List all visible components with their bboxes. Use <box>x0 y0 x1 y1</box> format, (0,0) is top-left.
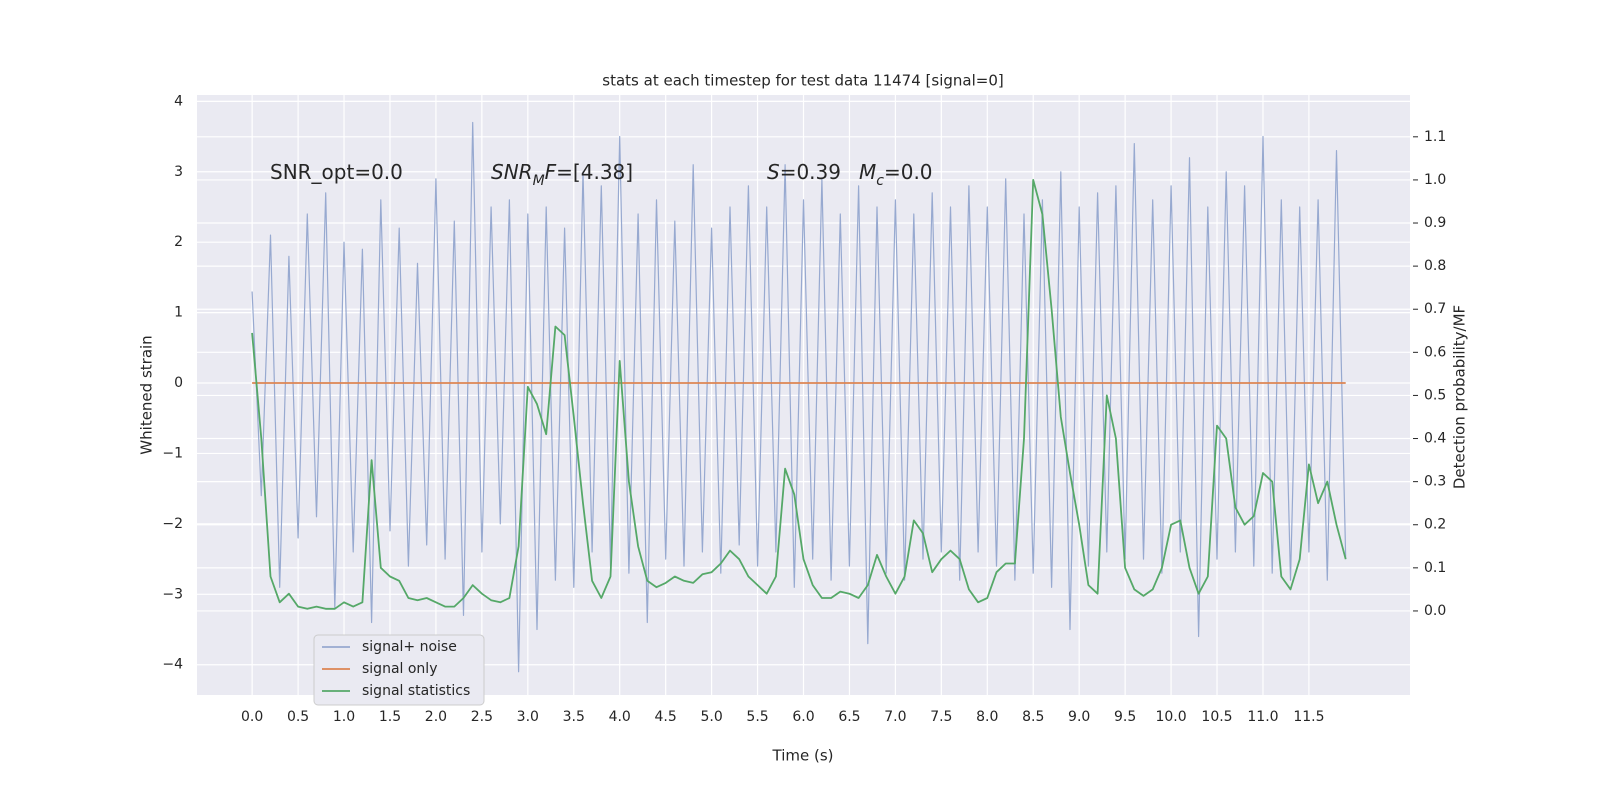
annotation-part: F <box>545 160 557 184</box>
annotation: SNR_opt=0.0 <box>270 160 403 184</box>
legend-label: signal+ noise <box>362 639 457 655</box>
annotation-part: M <box>859 160 876 184</box>
annotation-part: SNR_opt=0.0 <box>270 160 403 184</box>
y2-tick-label: 0.9 <box>1424 215 1446 231</box>
x-tick-label: 10.5 <box>1201 709 1232 725</box>
series-line <box>251 179 1347 610</box>
annotation: S=0.39 <box>767 160 841 184</box>
x-axis-label: Time (s) <box>772 747 834 765</box>
x-tick-label: 6.0 <box>792 709 814 725</box>
legend-box <box>313 634 485 706</box>
x-tick-label: 0.0 <box>241 709 263 725</box>
x-tick-label: 7.5 <box>930 709 952 725</box>
series-line <box>251 121 1347 673</box>
y-tick-label: 4 <box>174 93 183 109</box>
annotation: Mc=0.0 <box>859 160 933 190</box>
y2-tick-label: 0.7 <box>1424 301 1446 317</box>
x-tick-label: 5.0 <box>700 709 722 725</box>
y2-tick-label: 0.5 <box>1424 387 1446 403</box>
annotation: SNRMF=[4.38] <box>491 160 633 190</box>
x-tick-label: 7.0 <box>884 709 906 725</box>
annotation-part: M <box>533 173 545 189</box>
x-tick-label: 11.0 <box>1247 709 1278 725</box>
legend-label: signal only <box>362 661 437 677</box>
annotation-part: =0.39 <box>780 160 841 184</box>
y-tick-label: 0 <box>174 375 183 391</box>
chart-title: stats at each timestep for test data 114… <box>602 72 1003 90</box>
y-tick-label: 1 <box>174 305 183 321</box>
x-tick-label: 2.5 <box>471 709 493 725</box>
y-tick-label: −3 <box>162 586 183 602</box>
annotation-part: =[4.38] <box>556 160 633 184</box>
x-tick-label: 11.5 <box>1293 709 1324 725</box>
y2-tick-label: 0.1 <box>1424 560 1446 576</box>
x-tick-label: 10.0 <box>1155 709 1186 725</box>
x-tick-label: 1.0 <box>333 709 355 725</box>
y2-axis-label: Detection probability/MF <box>1451 305 1469 489</box>
x-tick-label: 5.5 <box>746 709 768 725</box>
y-tick-label: −2 <box>162 516 183 532</box>
legend-label: signal statistics <box>362 683 470 699</box>
y-tick-label: −1 <box>162 445 183 461</box>
x-tick-label: 3.5 <box>563 709 585 725</box>
y-tick-label: 3 <box>174 164 183 180</box>
y2-tick-label: 0.8 <box>1424 258 1446 274</box>
y2-tick-label: 1.0 <box>1424 172 1446 188</box>
annotation-part: S <box>767 160 780 184</box>
x-tick-label: 9.0 <box>1068 709 1090 725</box>
y2-tick-label: 0.4 <box>1424 431 1446 447</box>
x-tick-label: 1.5 <box>379 709 401 725</box>
x-tick-label: 4.0 <box>609 709 631 725</box>
annotation-part: =0.0 <box>884 160 933 184</box>
x-tick-label: 8.0 <box>976 709 998 725</box>
annotation-part: SNR <box>491 160 533 184</box>
y2-tick-label: 1.1 <box>1424 129 1446 145</box>
x-tick-label: 8.5 <box>1022 709 1044 725</box>
y2-tick-label: 0.3 <box>1424 474 1446 490</box>
x-tick-label: 9.5 <box>1114 709 1136 725</box>
annotation-part: c <box>876 173 884 189</box>
x-tick-label: 4.5 <box>655 709 677 725</box>
x-tick-label: 2.0 <box>425 709 447 725</box>
y2-tick-label: 0.0 <box>1424 603 1446 619</box>
y-tick-label: −4 <box>162 657 183 673</box>
y2-tick-label: 0.2 <box>1424 517 1446 533</box>
y2-tick-label: 0.6 <box>1424 344 1446 360</box>
y-tick-label: 2 <box>174 234 183 250</box>
y-axis-label: Whitened strain <box>138 335 156 454</box>
x-tick-label: 0.5 <box>287 709 309 725</box>
x-tick-label: 3.0 <box>517 709 539 725</box>
x-tick-label: 6.5 <box>838 709 860 725</box>
